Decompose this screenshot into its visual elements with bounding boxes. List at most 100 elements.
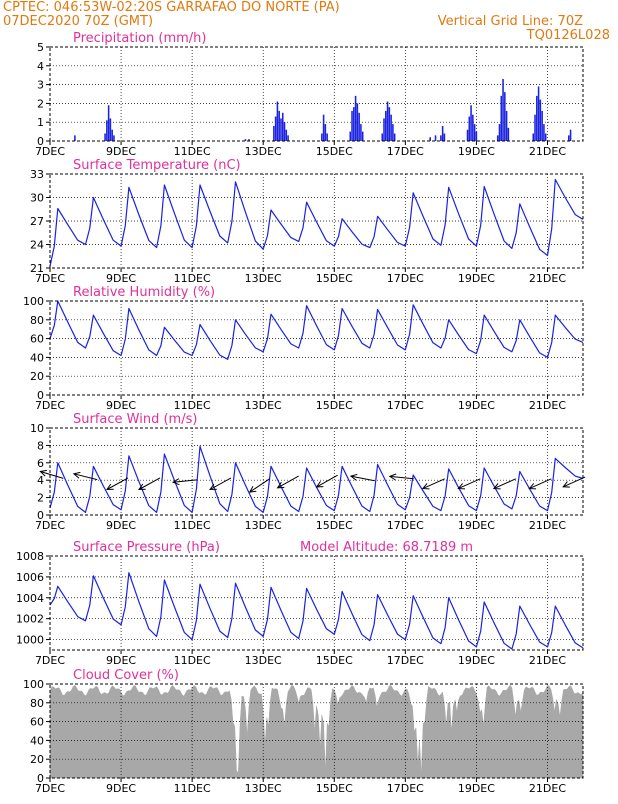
y-tick-label: 0: [37, 772, 44, 785]
cloud-cover-area: [49, 684, 584, 779]
wind-arrow-shaft: [106, 477, 129, 490]
precip-bar: [349, 131, 352, 141]
precip-bar: [536, 95, 538, 141]
wind-arrow-shaft: [138, 477, 161, 490]
panel-rh: 0 20 40 60 80 100 7DEC 9DEC 11DEC 13DEC 15DEC 17DEC…: [23, 285, 584, 412]
x-tick-label: 21DEC: [529, 782, 566, 795]
wind-line: [49, 445, 584, 513]
precip-bar: [383, 118, 385, 141]
wind-arrow-head: [72, 471, 81, 479]
wind-arrow-head: [388, 473, 397, 481]
y-tick-label: 4: [37, 60, 44, 73]
precip-bar: [496, 135, 499, 141]
plot-frame: [49, 427, 584, 516]
y-tick-label: 1004: [16, 592, 44, 605]
wind-arrow-shaft: [529, 478, 552, 490]
precip-bar: [74, 135, 76, 141]
precip-bar: [248, 139, 250, 141]
x-tick-label: 7DEC: [35, 782, 65, 795]
y-tick-label: 30: [30, 192, 44, 205]
precip-bar: [393, 133, 396, 141]
precip-bar: [326, 133, 328, 141]
precip-bar: [324, 124, 327, 141]
x-tick-label: 11DEC: [174, 782, 211, 795]
wind-arrow-shaft: [562, 476, 586, 488]
x-tick-label: 21DEC: [529, 399, 566, 412]
precip-bar: [537, 86, 540, 141]
y-tick-label: 0: [37, 389, 44, 402]
header-station: CPTEC: 046:53W-02:20S GARRAFAO DO NORTE …: [3, 0, 340, 15]
precip-bar: [385, 110, 387, 141]
x-tick-label: 13DEC: [245, 519, 282, 532]
panel-title: Surface Pressure (hPa): [73, 540, 220, 555]
precip-bar: [386, 101, 389, 141]
x-tick-label: 11DEC: [174, 145, 211, 158]
plot-area: [50, 47, 583, 141]
x-tick-label: 17DEC: [387, 145, 424, 158]
x-tick-label: 15DEC: [316, 145, 353, 158]
precip-bar: [544, 133, 547, 141]
x-tick-label: 19DEC: [458, 519, 495, 532]
x-tick-label: 15DEC: [316, 519, 353, 532]
precip-bar: [504, 92, 506, 141]
y-tick-label: 20: [30, 753, 44, 766]
wind-arrow-shaft: [422, 478, 445, 490]
precip-bar: [440, 135, 442, 141]
panel-wind: 0 2 4 6 8 10 7DEC 9DEC 11DEC 13DEC 15DEC 17DEC 19DEC…: [30, 412, 586, 532]
x-tick-label: 21DEC: [529, 519, 566, 532]
wind-arrow-head: [528, 483, 537, 490]
precip-bar: [388, 107, 391, 141]
precip-bar: [107, 105, 110, 141]
plot-area: [50, 556, 583, 650]
precip-bar: [358, 112, 360, 141]
y-tick-label: 40: [30, 734, 44, 747]
wind-arrow-head: [171, 478, 180, 486]
y-tick-label: 24: [30, 239, 44, 252]
wind-arrow-shaft: [316, 474, 338, 488]
precip-bar: [390, 114, 392, 141]
precip-bar: [113, 135, 115, 141]
y-tick-label: 60: [30, 716, 44, 729]
precip-bar: [278, 110, 280, 141]
y-tick-label: 8: [37, 439, 44, 452]
panel-cloud: 0 20 40 60 80 100 7DEC 9DEC 11DEC 13DEC 15DEC 17DEC…: [23, 668, 584, 795]
precip-bar: [281, 112, 284, 141]
wind-arrow-head: [276, 481, 285, 489]
panel-title: Cloud Cover (%): [73, 668, 179, 683]
precip-bar: [322, 114, 325, 141]
y-tick-label: 2: [37, 97, 44, 110]
panel-title: Surface Wind (m/s): [73, 412, 197, 427]
y-tick-label: 4: [37, 474, 44, 487]
precip-bar: [532, 133, 535, 141]
y-tick-label: 100: [23, 678, 44, 691]
precip-bar: [353, 107, 355, 141]
x-tick-label: 7DEC: [35, 654, 65, 667]
precip-bar: [505, 110, 508, 141]
x-tick-label: 17DEC: [387, 272, 424, 285]
temp-line: [49, 178, 584, 267]
wind-arrow-shaft: [493, 478, 517, 490]
precip-bar: [534, 114, 536, 141]
precip-bar: [473, 124, 476, 141]
precip-bar: [280, 118, 282, 141]
precip-bar: [541, 110, 543, 141]
plot-frame: [49, 46, 584, 142]
x-tick-label: 13DEC: [245, 145, 282, 158]
x-tick-label: 9DEC: [106, 272, 136, 285]
x-tick-label: 7DEC: [35, 272, 65, 285]
wind-arrow-shaft: [209, 477, 232, 490]
wind-arrow-head: [562, 481, 570, 488]
precip-bar: [351, 110, 353, 141]
precip-bar: [539, 99, 542, 141]
wind-arrows: [39, 469, 586, 493]
x-tick-label: 7DEC: [35, 399, 65, 412]
x-tick-label: 19DEC: [458, 399, 495, 412]
x-tick-label: 11DEC: [174, 654, 211, 667]
y-tick-label: 3: [37, 79, 44, 92]
x-tick-label: 15DEC: [316, 654, 353, 667]
panel-title: Precipitation (mm/h): [73, 31, 206, 46]
x-tick-label: 13DEC: [245, 399, 282, 412]
x-tick-label: 19DEC: [458, 782, 495, 795]
x-tick-label: 15DEC: [316, 782, 353, 795]
